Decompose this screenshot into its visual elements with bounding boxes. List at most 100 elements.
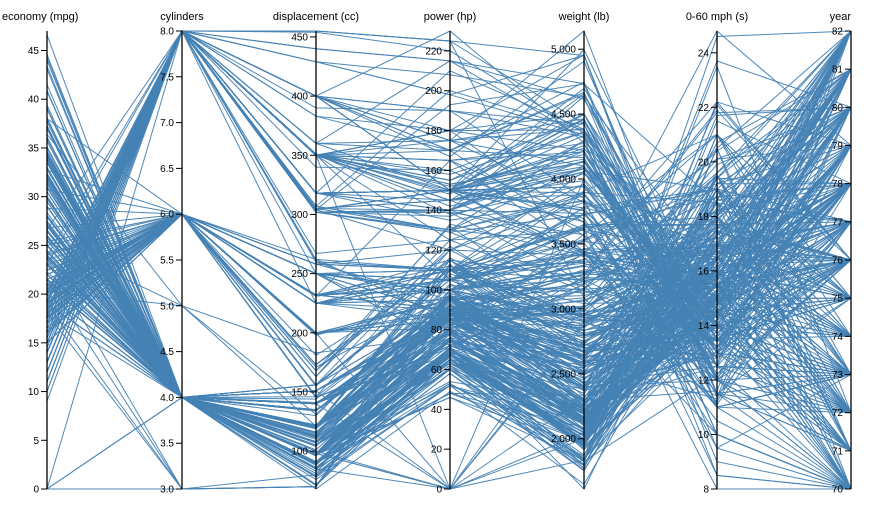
tick-label: 5,000 — [551, 45, 576, 56]
tick-weight-3: 3,500 — [551, 239, 584, 250]
tick-year-0: 70 — [832, 485, 851, 496]
tick-label: 5.0 — [160, 301, 174, 312]
tick-cylinders-4: 5.0 — [160, 301, 182, 312]
tick-cylinders-1: 3.5 — [160, 439, 182, 450]
axis-cylinders: 3.0 3.5 4.0 4.5 5.0 5.5 6.0 6.5 7.0 7.5 8.0 cylinde… — [160, 11, 204, 496]
tick-cylinders-6: 6.0 — [160, 210, 182, 221]
tick-cylinders-9: 7.5 — [160, 72, 182, 83]
tick-label: 35 — [28, 143, 40, 154]
tick-accel-6: 20 — [698, 157, 717, 168]
tick-label: 140 — [425, 206, 442, 217]
tick-label: 100 — [425, 285, 442, 296]
tick-power-2: 40 — [431, 405, 450, 416]
tick-label: 400 — [291, 92, 308, 103]
tick-economy-7: 35 — [28, 143, 47, 154]
tick-cylinders-2: 4.0 — [160, 393, 182, 404]
tick-weight-6: 5,000 — [551, 45, 584, 56]
axis-title-accel: 0-60 mph (s) — [686, 11, 748, 23]
tick-displacement-2: 200 — [291, 328, 316, 339]
tick-label: 0 — [33, 485, 39, 496]
tick-displacement-5: 350 — [291, 151, 316, 162]
tick-label: 78 — [832, 179, 844, 190]
tick-cylinders-0: 3.0 — [160, 485, 182, 496]
tick-accel-8: 24 — [698, 48, 717, 59]
tick-label: 70 — [832, 485, 844, 496]
axis-title-cylinders: cylinders — [160, 11, 204, 23]
tick-label: 200 — [425, 86, 442, 97]
tick-year-11: 81 — [832, 65, 851, 76]
tick-label: 4.5 — [160, 347, 174, 358]
tick-label: 100 — [291, 447, 308, 458]
tick-displacement-6: 400 — [291, 92, 316, 103]
tick-label: 72 — [832, 408, 844, 419]
tick-label: 40 — [28, 95, 40, 106]
axis-year: 70 71 72 73 74 75 76 77 78 79 80 81 82 year — [830, 11, 852, 496]
tick-year-2: 72 — [832, 408, 851, 419]
tick-economy-3: 15 — [28, 338, 47, 349]
tick-displacement-1: 150 — [291, 387, 316, 398]
tick-power-11: 220 — [425, 46, 450, 57]
tick-label: 3,500 — [551, 239, 576, 250]
tick-year-7: 77 — [832, 217, 851, 228]
tick-power-4: 80 — [431, 325, 450, 336]
axis-title-displacement: displacement (cc) — [273, 11, 359, 23]
tick-weight-5: 4,500 — [551, 110, 584, 121]
tick-power-9: 180 — [425, 126, 450, 137]
tick-label: 73 — [832, 370, 844, 381]
tick-accel-2: 12 — [698, 375, 717, 386]
tick-label: 75 — [832, 294, 844, 305]
tick-power-3: 60 — [431, 365, 450, 376]
tick-label: 8 — [703, 485, 709, 496]
axis-title-year: year — [830, 11, 852, 23]
axis-weight: 2,000 2,500 3,000 3,500 4,000 4,500 5,000 weigh… — [551, 11, 609, 489]
axes: 0 5 10 15 20 25 30 35 40 45 economy (mpg) 3.0 3.5 4.0… — [2, 11, 852, 496]
tick-label: 80 — [832, 103, 844, 114]
tick-label: 16 — [698, 266, 710, 277]
axis-economy: 0 5 10 15 20 25 30 35 40 45 economy (mpg) — [2, 11, 78, 496]
tick-economy-9: 45 — [28, 46, 47, 57]
tick-label: 79 — [832, 141, 844, 152]
tick-label: 8.0 — [160, 27, 174, 38]
tick-label: 450 — [291, 32, 308, 43]
tick-accel-5: 18 — [698, 212, 717, 223]
tick-power-10: 200 — [425, 86, 450, 97]
tick-weight-4: 4,000 — [551, 175, 584, 186]
tick-label: 3.0 — [160, 485, 174, 496]
tick-label: 250 — [291, 269, 308, 280]
tick-label: 81 — [832, 65, 844, 76]
tick-accel-0: 8 — [703, 485, 717, 496]
tick-year-3: 73 — [832, 370, 851, 381]
tick-label: 10 — [28, 387, 40, 398]
tick-weight-0: 2,000 — [551, 434, 584, 445]
axis-title-power: power (hp) — [424, 11, 477, 23]
tick-label: 18 — [698, 212, 710, 223]
tick-accel-7: 22 — [698, 103, 717, 114]
tick-label: 82 — [832, 27, 844, 38]
tick-displacement-7: 450 — [291, 32, 316, 43]
tick-economy-8: 40 — [28, 95, 47, 106]
tick-label: 3.5 — [160, 439, 174, 450]
tick-accel-1: 10 — [698, 430, 717, 441]
tick-label: 10 — [698, 430, 710, 441]
tick-label: 3,000 — [551, 304, 576, 315]
tick-label: 120 — [425, 246, 442, 257]
tick-economy-1: 5 — [33, 436, 47, 447]
tick-label: 200 — [291, 328, 308, 339]
axis-title-economy: economy (mpg) — [2, 11, 78, 23]
axis-title-weight: weight (lb) — [558, 11, 610, 23]
tick-weight-2: 3,000 — [551, 304, 584, 315]
tick-economy-4: 20 — [28, 290, 47, 301]
tick-label: 160 — [425, 166, 442, 177]
tick-label: 7.0 — [160, 118, 174, 129]
tick-label: 25 — [28, 241, 40, 252]
tick-year-12: 82 — [832, 27, 851, 38]
tick-label: 24 — [698, 48, 710, 59]
tick-cylinders-10: 8.0 — [160, 27, 182, 38]
tick-label: 12 — [698, 375, 710, 386]
tick-year-1: 71 — [832, 446, 851, 457]
axis-accel: 8 10 12 14 16 18 20 22 24 0-60 mph (s) — [686, 11, 748, 496]
tick-label: 5 — [33, 436, 39, 447]
tick-label: 20 — [28, 290, 40, 301]
tick-label: 300 — [291, 210, 308, 221]
tick-label: 74 — [832, 332, 844, 343]
